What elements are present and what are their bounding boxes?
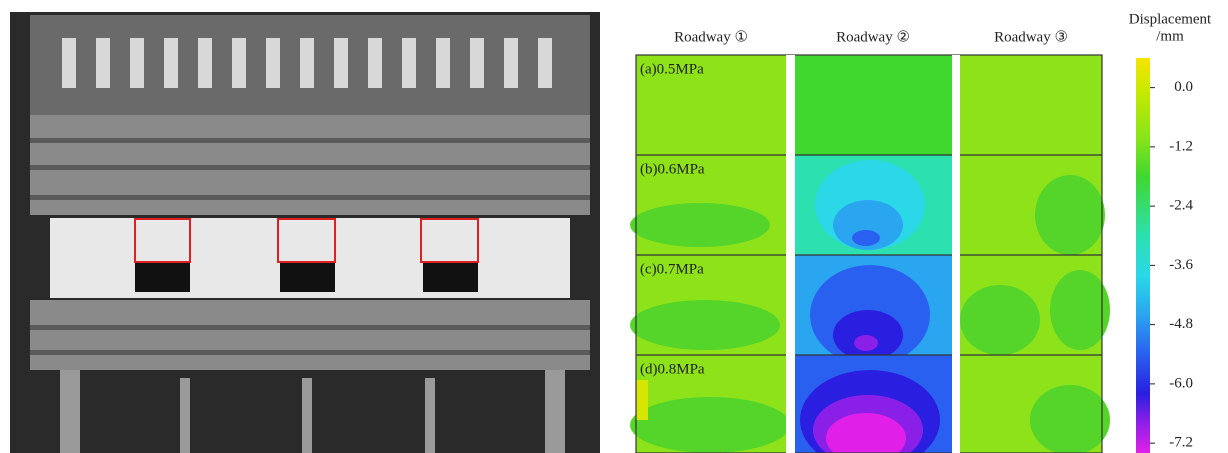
colorbar [1136,58,1150,453]
colorbar-tick-label: -7.2 [1169,435,1193,451]
figure: Displacement /mm Roadway ① Roadway ② Roadw… [0,0,1228,453]
colorbar-tick-label: -4.8 [1169,316,1193,332]
contour-maps [630,55,1110,453]
row-label: (d)0.8MPa [640,361,705,377]
colorbar-unit: /mm [1156,28,1184,44]
colorbar-tick-label: -3.6 [1169,257,1193,273]
photo [10,12,600,453]
row-label: (b)0.6MPa [640,161,705,177]
row-label: (c)0.7MPa [640,261,704,277]
row-label: (a)0.5MPa [640,61,704,77]
colorbar-tick-label: -6.0 [1169,375,1193,391]
column-header: Roadway ① [674,29,748,45]
column-header: Roadway ③ [994,29,1068,45]
colorbar-tick-label: -1.2 [1169,138,1193,154]
colorbar-tick-label: -2.4 [1169,198,1193,214]
colorbar-tick-label: 0.0 [1174,79,1193,95]
colorbar-title: Displacement [1129,11,1212,27]
column-header: Roadway ② [836,29,910,45]
